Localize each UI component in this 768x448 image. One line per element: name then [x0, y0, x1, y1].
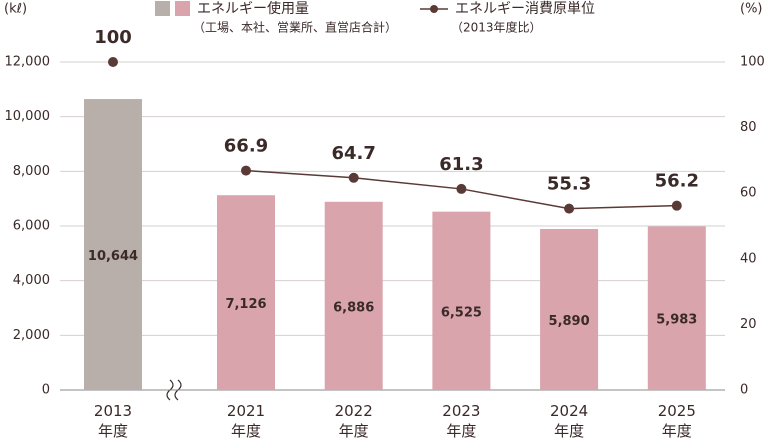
x-tick-label: 2025年度: [657, 402, 696, 440]
y-tick-label: 4,000: [13, 273, 50, 288]
line-value-label: 66.9: [224, 136, 268, 157]
bar: [540, 229, 599, 390]
y-tick-label: 6,000: [13, 219, 50, 234]
bar-value-label: 10,644: [88, 249, 138, 264]
line-value-label: 56.2: [655, 171, 699, 192]
bar: [432, 211, 491, 390]
y-tick-label: 12,000: [5, 55, 51, 70]
line-point: [564, 203, 575, 214]
line-point: [241, 165, 251, 176]
bar: [324, 201, 383, 390]
legend-note: （工場、本社、営業所、直営店合計）: [193, 20, 397, 35]
line-value-label: 64.7: [331, 143, 375, 164]
y-tick-label: 0: [42, 383, 50, 398]
x-tick-label: 2013年度: [93, 402, 133, 440]
line-value-label: 100: [94, 27, 132, 48]
legend-swatch: [155, 1, 170, 16]
bar-value-label: 7,126: [225, 297, 266, 312]
legend-swatch: [175, 1, 190, 16]
y2-tick-label: 20: [740, 317, 757, 332]
x-tick-label: 2021年度: [226, 402, 266, 440]
line-value-label: 55.3: [547, 174, 591, 195]
y-axis-label: (kℓ): [4, 2, 27, 17]
y2-tick-label: 40: [740, 251, 757, 266]
x-tick-label: 2022年度: [334, 402, 373, 440]
y2-tick-label: 80: [740, 120, 757, 135]
bar: [84, 99, 142, 391]
bar-value-label: 5,890: [549, 314, 590, 329]
legend-note: （2013年度比）: [451, 20, 542, 35]
y2-tick-label: 100: [740, 55, 765, 70]
legend-label: エネルギー消費原単位: [455, 1, 595, 17]
x-tick-label: 2024年度: [550, 402, 589, 440]
bar: [647, 226, 706, 390]
y-tick-label: 2,000: [13, 328, 50, 343]
y2-axis-label: (%): [740, 2, 763, 17]
y2-tick-label: 60: [740, 186, 757, 201]
line-point: [671, 200, 682, 211]
line-point: [108, 57, 118, 67]
legend-dot: [430, 5, 438, 13]
bar-value-label: 6,525: [441, 305, 482, 320]
x-tick-label: 2023年度: [442, 402, 481, 440]
bar-value-label: 6,886: [333, 300, 374, 315]
bar-value-label: 5,983: [656, 313, 697, 328]
y-tick-label: 8,000: [13, 164, 50, 179]
y-tick-label: 10,000: [5, 109, 51, 124]
bar: [217, 195, 275, 390]
line-value-label: 61.3: [439, 154, 483, 175]
legend-label: エネルギー使用量: [197, 0, 309, 17]
y2-tick-label: 0: [740, 383, 748, 398]
line-point: [456, 183, 467, 194]
line-point: [348, 172, 359, 183]
